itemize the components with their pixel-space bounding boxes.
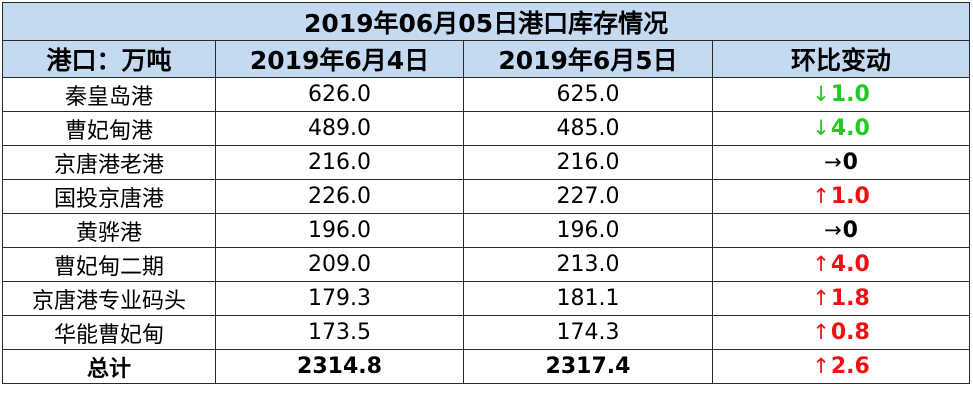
change-value: 0.8: [830, 320, 870, 345]
change-value: 1.0: [830, 82, 870, 107]
table-row: 华能曹妃甸 173.5 174.3 ↑0.8: [2, 315, 971, 350]
up-arrow-icon: ↑: [812, 354, 830, 378]
total-jun5: 2317.4: [463, 349, 713, 384]
change-cell: ↑1.8: [711, 281, 971, 316]
jun5-value-cell: 213.0: [463, 247, 713, 282]
jun4-value-cell: 216.0: [215, 145, 464, 180]
table-body: 秦皇岛港 626.0 625.0 ↓1.0 曹妃甸港 489.0 485.0 ↓4.0 京唐港老…: [2, 77, 971, 350]
jun4-value-cell: 489.0: [215, 111, 464, 146]
total-jun4: 2314.8: [215, 349, 464, 384]
jun5-value-cell: 227.0: [463, 179, 713, 214]
change-cell: ↓4.0: [711, 111, 971, 146]
header-jun4: 2019年6月4日: [215, 40, 464, 78]
inventory-table-container: 2019年06月05日港口库存情况 港口：万吨 2019年6月4日 2019年6…: [1, 2, 971, 384]
total-change: ↑2.6: [711, 349, 971, 384]
change-value: 4.0: [830, 116, 870, 141]
up-arrow-icon: ↑: [812, 286, 830, 310]
table-row: 黄骅港 196.0 196.0 →0: [2, 213, 971, 248]
jun5-value-cell: 216.0: [463, 145, 713, 180]
port-name-cell: 黄骅港: [2, 213, 216, 248]
jun4-value-cell: 173.5: [215, 315, 464, 350]
total-label: 总计: [2, 349, 216, 384]
jun5-value-cell: 625.0: [463, 77, 713, 112]
table-row: 曹妃甸港 489.0 485.0 ↓4.0: [2, 111, 971, 146]
up-arrow-icon: ↑: [812, 184, 830, 208]
jun5-value-cell: 485.0: [463, 111, 713, 146]
jun5-value-cell: 196.0: [463, 213, 713, 248]
change-cell: ↑4.0: [711, 247, 971, 282]
change-value: 1.0: [830, 184, 870, 209]
jun4-value-cell: 179.3: [215, 281, 464, 316]
port-name-cell: 华能曹妃甸: [2, 315, 216, 350]
jun4-value-cell: 209.0: [215, 247, 464, 282]
port-name-cell: 京唐港老港: [2, 145, 216, 180]
title-row: 2019年06月05日港口库存情况: [1, 2, 971, 41]
table-row: 京唐港老港 216.0 216.0 →0: [2, 145, 971, 180]
port-name-cell: 曹妃甸港: [2, 111, 216, 146]
jun5-value-cell: 181.1: [463, 281, 713, 316]
jun4-value-cell: 196.0: [215, 213, 464, 248]
total-row: 总计 2314.8 2317.4 ↑2.6: [2, 349, 971, 384]
change-cell: ↓1.0: [711, 77, 971, 112]
up-arrow-icon: ↑: [812, 252, 830, 276]
header-row: 港口：万吨 2019年6月4日 2019年6月5日 环比变动: [2, 40, 971, 78]
table-row: 曹妃甸二期 209.0 213.0 ↑4.0: [2, 247, 971, 282]
change-value: 0: [842, 218, 858, 243]
down-arrow-icon: ↓: [812, 116, 830, 140]
port-name-cell: 国投京唐港: [2, 179, 216, 214]
jun4-value-cell: 226.0: [215, 179, 464, 214]
table-row: 国投京唐港 226.0 227.0 ↑1.0: [2, 179, 971, 214]
down-arrow-icon: ↓: [812, 82, 830, 106]
up-arrow-icon: ↑: [812, 320, 830, 344]
port-name-cell: 秦皇岛港: [2, 77, 216, 112]
header-jun5: 2019年6月5日: [463, 40, 713, 78]
change-value: 4.0: [830, 252, 870, 277]
right-arrow-icon: →: [824, 218, 842, 242]
change-value: 1.8: [830, 286, 870, 311]
jun4-value-cell: 626.0: [215, 77, 464, 112]
header-port: 港口：万吨: [2, 40, 216, 78]
change-cell: ↑1.0: [711, 179, 971, 214]
change-cell: ↑0.8: [711, 315, 971, 350]
change-cell: →0: [711, 213, 971, 248]
table-row: 秦皇岛港 626.0 625.0 ↓1.0: [2, 77, 971, 112]
port-name-cell: 京唐港专业码头: [2, 281, 216, 316]
port-inventory-table: 2019年06月05日港口库存情况 港口：万吨 2019年6月4日 2019年6…: [1, 2, 971, 384]
change-cell: →0: [711, 145, 971, 180]
change-value: 0: [842, 150, 858, 175]
table-row: 京唐港专业码头 179.3 181.1 ↑1.8: [2, 281, 971, 316]
right-arrow-icon: →: [824, 150, 842, 174]
table-title: 2019年06月05日港口库存情况: [1, 2, 971, 41]
jun5-value-cell: 174.3: [463, 315, 713, 350]
header-change: 环比变动: [711, 40, 971, 78]
total-change-value: 2.6: [830, 354, 870, 379]
port-name-cell: 曹妃甸二期: [2, 247, 216, 282]
